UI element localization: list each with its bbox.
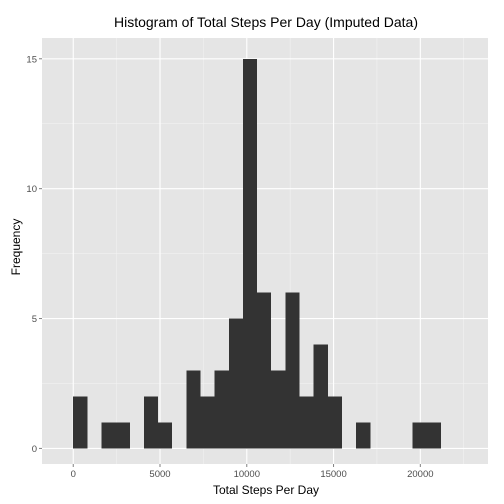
y-tick-label: 10 xyxy=(26,184,37,195)
y-tick-label: 15 xyxy=(26,54,37,65)
histogram-bar xyxy=(271,370,286,449)
x-tick-label: 0 xyxy=(71,469,76,480)
histogram-bar xyxy=(101,422,116,449)
y-axis: 0 5 10 15 xyxy=(26,54,42,455)
x-axis: 0 5000 10000 15000 20000 xyxy=(71,464,434,480)
histogram-bar xyxy=(143,396,159,449)
histogram-bar xyxy=(214,370,229,449)
x-tick-label: 20000 xyxy=(407,469,433,480)
histogram-bar xyxy=(313,344,328,449)
histogram-bar xyxy=(242,58,258,449)
histogram-bar xyxy=(115,422,130,449)
chart-title: Histogram of Total Steps Per Day (Impute… xyxy=(114,14,418,30)
x-tick-label: 5000 xyxy=(149,469,170,480)
plot-area xyxy=(42,38,488,464)
histogram-bar xyxy=(158,422,173,449)
histogram-bar xyxy=(73,396,88,449)
histogram-bars xyxy=(73,58,441,449)
x-tick-label: 10000 xyxy=(234,469,260,480)
histogram-bar xyxy=(327,396,342,449)
y-axis-title: Frequency xyxy=(9,219,23,276)
x-axis-title: Total Steps Per Day xyxy=(213,483,319,497)
histogram-bar xyxy=(356,422,371,449)
histogram-bar xyxy=(426,422,441,449)
histogram-bar xyxy=(285,292,300,449)
histogram-bar xyxy=(200,396,215,449)
histogram-bar xyxy=(228,318,243,449)
y-tick-label: 0 xyxy=(32,444,37,455)
histogram-bar xyxy=(412,422,427,449)
histogram-bar xyxy=(257,292,272,449)
histogram-bar xyxy=(186,370,201,449)
y-tick-label: 5 xyxy=(32,314,37,325)
x-tick-label: 15000 xyxy=(320,469,346,480)
histogram-bar xyxy=(299,396,314,449)
